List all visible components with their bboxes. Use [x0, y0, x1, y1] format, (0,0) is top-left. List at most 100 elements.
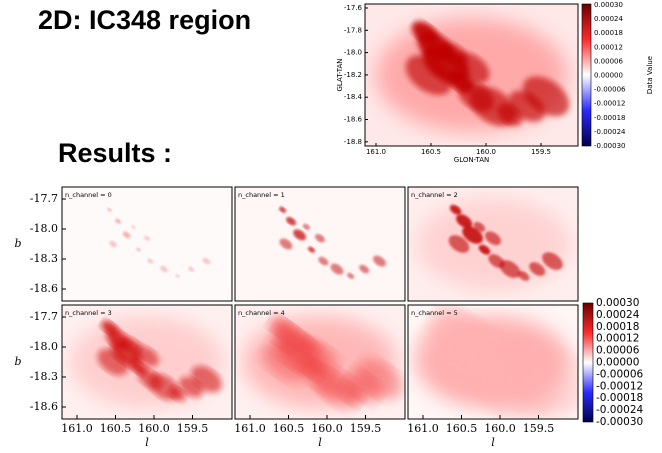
x-tick-label: 160.0	[476, 148, 496, 156]
x-tick-label: 160.5	[446, 422, 478, 435]
y-tick-label: -18.3	[30, 370, 58, 383]
map-layer	[62, 187, 232, 301]
colorbar-tick-label: 0.00024	[596, 309, 640, 321]
figures: -17.6 -17.8 -18.0 -18.2 -18.4 -18.6 -18.8 161.0…	[14, 1, 654, 449]
y-axis-label: b	[14, 355, 21, 368]
emission	[373, 255, 386, 267]
emission	[301, 340, 339, 372]
x-tick-label: 161.0	[407, 422, 439, 435]
emission	[143, 235, 151, 241]
colorbar-tick-label: -0.00018	[596, 392, 643, 404]
frame	[407, 186, 579, 302]
panel-label: n_channel = 3	[65, 309, 112, 317]
emission	[522, 76, 570, 117]
colorbar-tick-label: -0.00012	[594, 100, 625, 108]
y-tick-label: -18.4	[344, 93, 363, 101]
emission	[115, 218, 122, 224]
colorbar-tick-label: 0.00000	[594, 72, 623, 80]
emission	[529, 262, 546, 276]
frame	[234, 186, 406, 302]
x-tick-label: 161.0	[234, 422, 266, 435]
frame	[234, 304, 406, 420]
colorbar-tick-label: 0.00006	[594, 57, 623, 65]
emission	[448, 235, 470, 253]
map-layer	[365, 4, 578, 146]
colorbar-tick-label: -0.00024	[594, 128, 626, 136]
emission	[359, 264, 370, 274]
x-tick-label: 161.0	[366, 148, 386, 156]
x-tick-label: 160.5	[421, 148, 441, 156]
map-image	[61, 304, 233, 420]
x-tick-label: 159.5	[177, 422, 209, 435]
colorbar-tick-label: 0.00006	[596, 345, 640, 357]
emission	[511, 343, 578, 415]
emission	[279, 206, 287, 213]
colorbar-tick-label: 0.00012	[594, 43, 623, 51]
map-image	[234, 186, 406, 302]
x-tick-label: 160.5	[273, 422, 305, 435]
x-tick-label: 160.0	[138, 422, 170, 435]
y-tick-label: -18.6	[30, 282, 58, 295]
emission	[330, 263, 344, 275]
colorbar-tick-label: -0.00024	[596, 404, 644, 416]
x-axis-label: l	[491, 436, 495, 449]
frame	[61, 186, 233, 302]
y-axis-label: GLAT-TAN	[336, 58, 344, 91]
emission	[417, 326, 501, 398]
y-tick-label: -17.7	[30, 192, 58, 205]
emission	[449, 204, 462, 215]
y-tick-label: -18.0	[30, 222, 58, 235]
emission	[356, 359, 403, 400]
map-image	[61, 186, 233, 302]
colorbar-tick-label: 0.00018	[596, 321, 639, 333]
map-layer	[408, 187, 578, 301]
emission	[499, 260, 521, 278]
y-tick-label: -18.6	[344, 116, 363, 124]
map-background	[62, 187, 232, 301]
map-layer	[235, 305, 405, 419]
emission	[109, 240, 117, 248]
frame	[407, 304, 579, 420]
colorbar-tick-label: 0.00000	[596, 357, 639, 369]
colorbar-tick-label: -0.00006	[594, 86, 626, 94]
colorbar-tick-label: -0.00012	[596, 380, 643, 392]
map-image	[407, 304, 579, 420]
y-tick-label: -18.0	[344, 49, 362, 57]
x-tick-label: 159.5	[350, 422, 382, 435]
x-tick-label: 160.0	[484, 422, 516, 435]
emission	[302, 223, 310, 230]
colorbar	[581, 3, 592, 147]
x-tick-label: 160.5	[100, 422, 132, 435]
emission	[293, 229, 307, 241]
colorbar-label: Data Value	[646, 56, 654, 94]
colorbar-tick-label: 0.00030	[594, 1, 623, 9]
colorbar-tick-label: 0.00018	[594, 29, 623, 37]
y-tick-label: -17.6	[344, 4, 363, 12]
x-axis-label: l	[318, 436, 322, 449]
results-heading: Results :	[58, 138, 172, 168]
emission	[134, 345, 160, 367]
emission	[473, 221, 486, 232]
emission	[478, 244, 491, 255]
emission	[542, 252, 563, 270]
emission	[131, 225, 136, 229]
y-tick-label: -18.2	[344, 71, 362, 79]
y-tick-label: -18.0	[30, 340, 58, 353]
panel-label: n_channel = 5	[411, 309, 458, 317]
emission	[453, 52, 490, 84]
emission	[202, 257, 211, 265]
y-tick-label: -18.8	[344, 138, 362, 146]
y-axis-label: b	[14, 237, 21, 250]
emission	[286, 216, 297, 226]
map-image	[364, 3, 579, 147]
map-image	[234, 304, 406, 420]
frame	[61, 304, 233, 420]
panel-label: n_channel = 4	[238, 309, 285, 317]
emission	[169, 386, 187, 402]
emission	[97, 348, 129, 376]
emission	[279, 238, 293, 250]
emission	[405, 55, 453, 95]
colorbar	[582, 302, 594, 423]
y-tick-label: -17.8	[344, 26, 362, 34]
